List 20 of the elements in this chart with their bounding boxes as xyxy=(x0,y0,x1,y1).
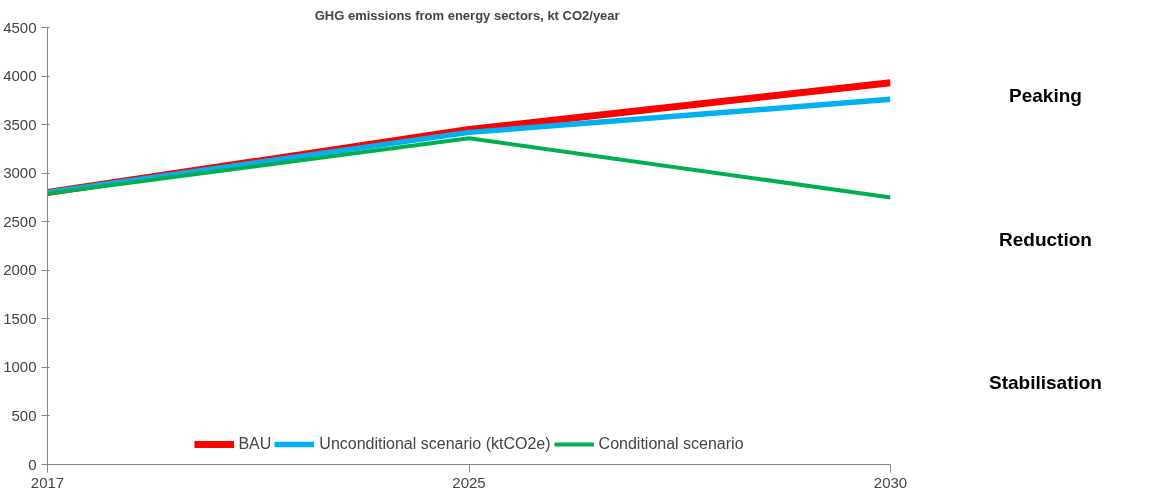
y-tick-label: 4500 xyxy=(3,18,37,36)
legend-label: BAU xyxy=(238,435,272,453)
legend-label: Conditional scenario xyxy=(598,435,744,453)
y-tick-label: 3000 xyxy=(3,164,37,182)
y-tick-label: 1000 xyxy=(3,358,37,376)
y-tick-label: 2500 xyxy=(3,212,37,230)
text: Peaking xyxy=(1009,85,1082,107)
y-tick-label: 3500 xyxy=(3,115,37,133)
y-tick-label: 2000 xyxy=(3,261,37,279)
y-tick-label: 4000 xyxy=(3,67,37,85)
y-tick-label: 500 xyxy=(11,406,37,424)
y-tick-label: 1500 xyxy=(3,309,37,327)
chart-title: GHG emissions from energy sectors, kt CO2/year xyxy=(314,7,620,23)
legend-label: Unconditional scenario (ktCO2e) xyxy=(319,435,551,453)
x-tick-label: 2030 xyxy=(873,473,908,491)
x-tick-label: 2025 xyxy=(452,473,486,491)
x-tick-label: 2017 xyxy=(30,473,65,491)
text: Reduction xyxy=(999,228,1092,250)
y-tick-label: 0 xyxy=(28,455,37,473)
text: Stabilisation xyxy=(989,372,1102,394)
